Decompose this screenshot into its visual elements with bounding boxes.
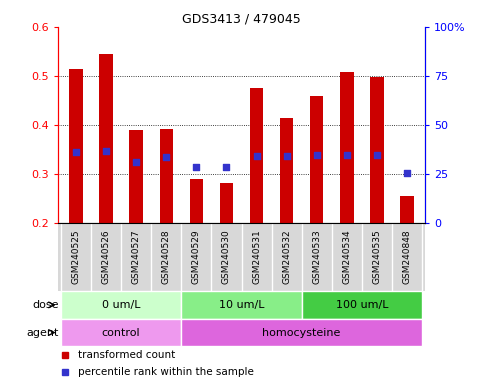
Text: transformed count: transformed count bbox=[78, 350, 175, 360]
Text: GSM240848: GSM240848 bbox=[402, 229, 412, 283]
Bar bbox=[340, 72, 354, 223]
Bar bbox=[61, 319, 181, 346]
Bar bbox=[61, 291, 181, 319]
Point bbox=[162, 154, 170, 160]
Point bbox=[343, 152, 351, 158]
Bar bbox=[280, 118, 293, 223]
Text: percentile rank within the sample: percentile rank within the sample bbox=[78, 367, 254, 377]
Bar bbox=[159, 129, 173, 223]
Text: 100 um/L: 100 um/L bbox=[336, 300, 388, 310]
Text: GSM240528: GSM240528 bbox=[162, 229, 171, 283]
Point bbox=[102, 148, 110, 154]
Text: 10 um/L: 10 um/L bbox=[219, 300, 264, 310]
Text: control: control bbox=[102, 328, 141, 338]
Text: GSM240534: GSM240534 bbox=[342, 229, 351, 283]
Bar bbox=[310, 96, 324, 223]
Point bbox=[403, 170, 411, 176]
Text: GSM240530: GSM240530 bbox=[222, 229, 231, 284]
Point bbox=[72, 149, 80, 155]
Bar bbox=[370, 77, 384, 223]
Text: dose: dose bbox=[32, 300, 58, 310]
Bar bbox=[250, 88, 263, 223]
Point bbox=[132, 159, 140, 165]
Bar bbox=[181, 291, 302, 319]
Bar bbox=[302, 291, 422, 319]
Text: agent: agent bbox=[26, 328, 58, 338]
Bar bbox=[400, 197, 414, 223]
Point bbox=[373, 152, 381, 158]
Text: GSM240532: GSM240532 bbox=[282, 229, 291, 283]
Text: homocysteine: homocysteine bbox=[262, 328, 341, 338]
Bar bbox=[69, 69, 83, 223]
Point bbox=[223, 164, 230, 170]
Bar bbox=[190, 179, 203, 223]
Point bbox=[193, 164, 200, 170]
Text: GSM240526: GSM240526 bbox=[101, 229, 111, 283]
Text: GSM240525: GSM240525 bbox=[71, 229, 81, 283]
Bar bbox=[99, 54, 113, 223]
Bar bbox=[181, 319, 422, 346]
Text: GSM240535: GSM240535 bbox=[372, 229, 382, 284]
Point bbox=[283, 153, 290, 159]
Bar bbox=[129, 130, 143, 223]
Text: GSM240529: GSM240529 bbox=[192, 229, 201, 283]
Bar bbox=[220, 183, 233, 223]
Point bbox=[253, 152, 260, 159]
Text: GSM240531: GSM240531 bbox=[252, 229, 261, 284]
Text: GSM240527: GSM240527 bbox=[132, 229, 141, 283]
Point bbox=[313, 152, 321, 158]
Text: GSM240533: GSM240533 bbox=[312, 229, 321, 284]
Title: GDS3413 / 479045: GDS3413 / 479045 bbox=[182, 13, 301, 26]
Text: 0 um/L: 0 um/L bbox=[102, 300, 141, 310]
